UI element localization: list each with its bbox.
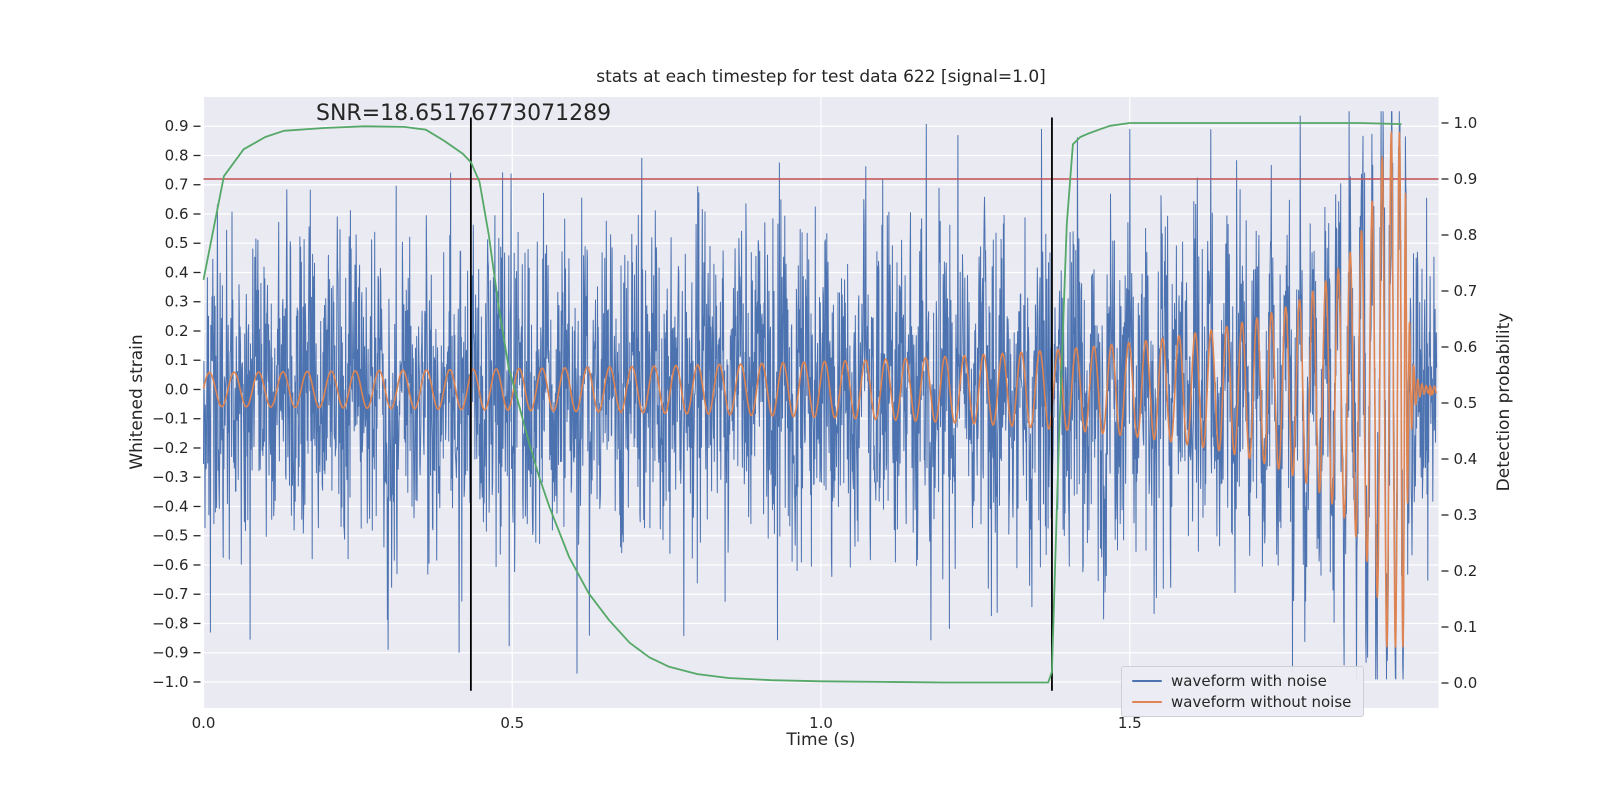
chirp-end-dot	[1427, 389, 1435, 396]
legend-label-with-noise: waveform with noise	[1171, 672, 1327, 690]
x-tick-label: 1.5	[1118, 714, 1142, 732]
y-axis-label-right: Detection probability	[1494, 312, 1514, 492]
legend: waveform with noise waveform without noi…	[1121, 666, 1365, 717]
y-tick-label-left: 0.3	[165, 293, 189, 311]
y-tick-label-right: 0.6	[1454, 338, 1478, 356]
y-tick-label-left: 0.9	[165, 117, 189, 135]
x-tick-label: 0.0	[192, 714, 216, 732]
y-tick-label-left: 0.8	[165, 146, 189, 164]
y-tick-label-right: 0.0	[1454, 674, 1478, 692]
y-tick-label-left: 0.4	[165, 263, 189, 281]
y-tick-label-left: −0.5	[152, 527, 188, 545]
y-tick-label-left: −0.2	[152, 439, 188, 457]
y-tick-label-left: −1.0	[152, 673, 188, 691]
y-tick-label-right: 0.7	[1454, 282, 1478, 300]
y-tick-label-right: 0.4	[1454, 450, 1478, 468]
y-tick-label-left: −0.8	[152, 614, 188, 632]
legend-label-without-noise: waveform without noise	[1171, 693, 1352, 711]
waveform-without-noise-line	[202, 131, 1438, 648]
legend-item-with-noise: waveform with noise	[1132, 672, 1351, 690]
y-tick-label-left: −0.6	[152, 556, 188, 574]
detection-probability-line	[202, 122, 1402, 684]
y-tick-label-left: 0.7	[165, 176, 189, 194]
y-tick-label-left: −0.9	[152, 644, 188, 662]
y-tick-label-right: 0.3	[1454, 506, 1478, 524]
waveform-with-noise-line	[203, 111, 1438, 680]
y-tick-label-left: −0.4	[152, 497, 188, 515]
y-tick-label-left: 0.2	[165, 322, 189, 340]
legend-line-without-noise	[1132, 700, 1162, 704]
chart-title: stats at each timestep for test data 622…	[596, 67, 1046, 87]
y-tick-label-left: 0.6	[165, 205, 189, 223]
y-tick-label-left: 0.0	[165, 380, 189, 398]
x-axis-label: Time (s)	[786, 730, 856, 750]
y-tick-label-left: 0.5	[165, 234, 189, 252]
y-tick-label-right: 0.5	[1454, 394, 1478, 412]
y-tick-label-left: −0.7	[152, 585, 188, 603]
legend-item-without-noise: waveform without noise	[1132, 693, 1351, 711]
x-tick-label: 1.0	[809, 714, 833, 732]
y-tick-label-right: 0.2	[1454, 562, 1478, 580]
x-tick-label: 0.5	[500, 714, 524, 732]
y-tick-label-right: 0.1	[1454, 618, 1478, 636]
y-tick-label-left: 0.1	[165, 351, 189, 369]
y-tick-label-left: −0.1	[152, 410, 188, 428]
y-axis-label-left: Whitened strain	[127, 334, 147, 470]
legend-line-with-noise	[1132, 679, 1162, 683]
y-tick-label-left: −0.3	[152, 468, 188, 486]
snr-annotation: SNR=18.65176773071289	[316, 101, 612, 126]
y-tick-label-right: 0.8	[1454, 226, 1478, 244]
y-tick-label-right: 1.0	[1454, 114, 1478, 132]
y-tick-label-right: 0.9	[1454, 170, 1478, 188]
